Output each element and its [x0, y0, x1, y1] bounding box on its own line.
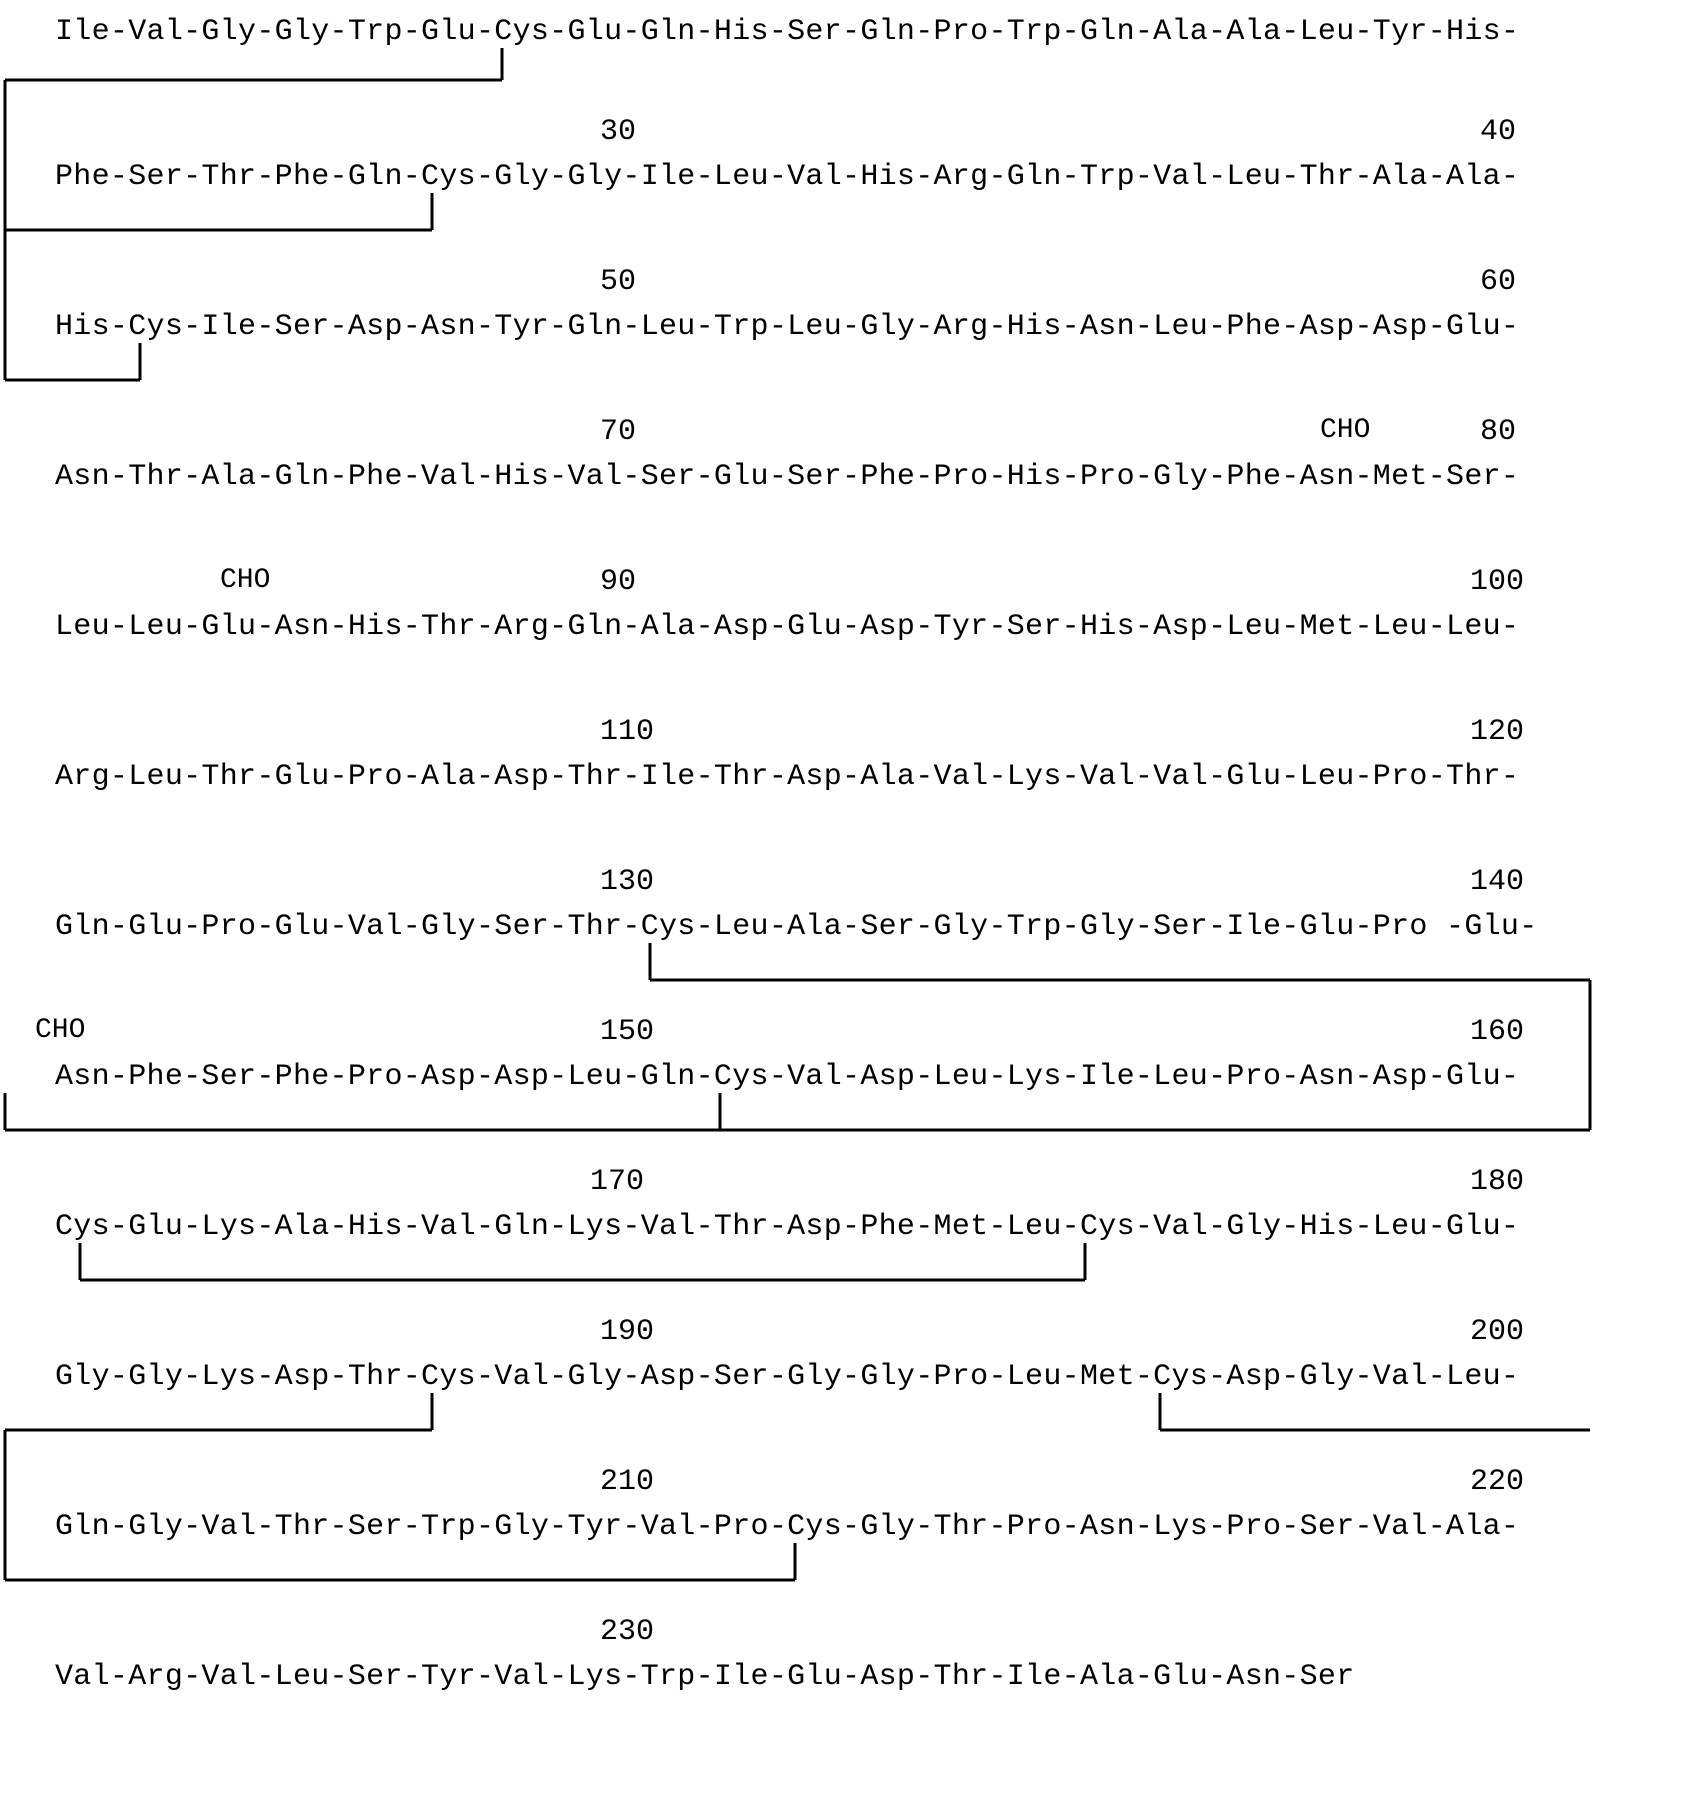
- position-label-110: 110: [600, 715, 654, 749]
- sequence-row-10: Gly-Gly-Lys-Asp-Thr-Cys-Val-Gly-Asp-Ser-…: [55, 1360, 1519, 1394]
- sequence-row-8: Asn-Phe-Ser-Phe-Pro-Asp-Asp-Leu-Gln-Cys-…: [55, 1060, 1519, 1094]
- position-label-30: 30: [600, 115, 636, 149]
- sequence-row-9: Cys-Glu-Lys-Ala-His-Val-Gln-Lys-Val-Thr-…: [55, 1210, 1519, 1244]
- position-label-180: 180: [1470, 1165, 1524, 1199]
- sequence-row-1: Ile-Val-Gly-Gly-Trp-Glu-Cys-Glu-Gln-His-…: [55, 15, 1519, 49]
- position-label-230: 230: [600, 1615, 654, 1649]
- sequence-row-5: Leu-Leu-Glu-Asn-His-Thr-Arg-Gln-Ala-Asp-…: [55, 610, 1519, 644]
- position-label-150: 150: [600, 1015, 654, 1049]
- sequence-row-12: Val-Arg-Val-Leu-Ser-Tyr-Val-Lys-Trp-Ile-…: [55, 1660, 1355, 1694]
- cho-label-2: CHO: [220, 565, 270, 596]
- position-label-80: 80: [1480, 415, 1516, 449]
- position-label-130: 130: [600, 865, 654, 899]
- position-label-50: 50: [600, 265, 636, 299]
- cho-label-1: CHO: [1320, 415, 1370, 446]
- position-label-70: 70: [600, 415, 636, 449]
- position-label-160: 160: [1470, 1015, 1524, 1049]
- sequence-row-11: Gln-Gly-Val-Thr-Ser-Trp-Gly-Tyr-Val-Pro-…: [55, 1510, 1519, 1544]
- sequence-row-4: Asn-Thr-Ala-Gln-Phe-Val-His-Val-Ser-Glu-…: [55, 460, 1519, 494]
- position-label-210: 210: [600, 1465, 654, 1499]
- position-label-120: 120: [1470, 715, 1524, 749]
- position-label-220: 220: [1470, 1465, 1524, 1499]
- position-label-140: 140: [1470, 865, 1524, 899]
- sequence-row-6: Arg-Leu-Thr-Glu-Pro-Ala-Asp-Thr-Ile-Thr-…: [55, 760, 1519, 794]
- position-label-40: 40: [1480, 115, 1516, 149]
- position-label-100: 100: [1470, 565, 1524, 599]
- sequence-row-7: Gln-Glu-Pro-Glu-Val-Gly-Ser-Thr-Cys-Leu-…: [55, 910, 1538, 944]
- sequence-diagram: Ile-Val-Gly-Gly-Trp-Glu-Cys-Glu-Gln-His-…: [0, 0, 1706, 1798]
- position-label-170: 170: [590, 1165, 644, 1199]
- position-label-90: 90: [600, 565, 636, 599]
- position-label-60: 60: [1480, 265, 1516, 299]
- sequence-row-2: Phe-Ser-Thr-Phe-Gln-Cys-Gly-Gly-Ile-Leu-…: [55, 160, 1519, 194]
- position-label-190: 190: [600, 1315, 654, 1349]
- position-label-200: 200: [1470, 1315, 1524, 1349]
- sequence-row-3: His-Cys-Ile-Ser-Asp-Asn-Tyr-Gln-Leu-Trp-…: [55, 310, 1519, 344]
- cho-label-3: CHO: [35, 1015, 85, 1046]
